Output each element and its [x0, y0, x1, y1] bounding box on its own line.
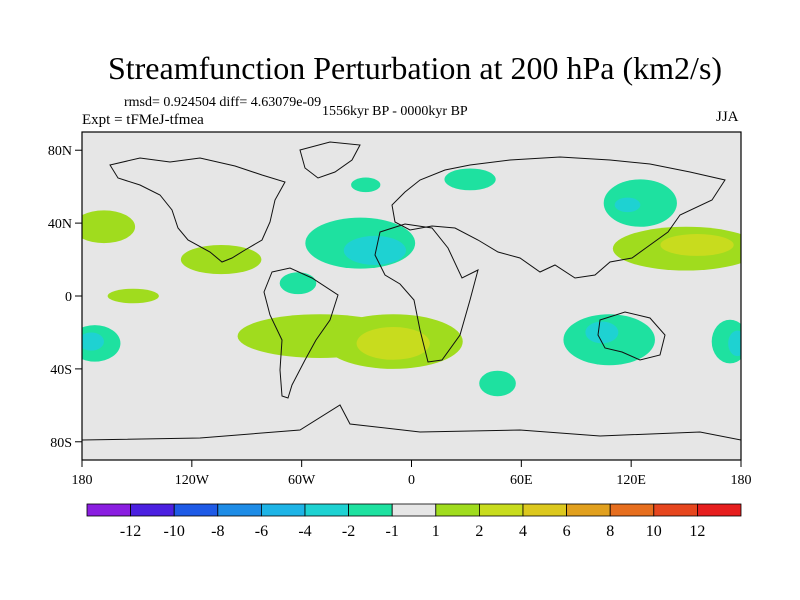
season-label: JJA: [716, 109, 739, 125]
colorbar-swatch-9: [478, 503, 524, 517]
anomaly-north-atlantic-low-core: [343, 235, 407, 266]
anomaly-nordic-low: [351, 177, 381, 193]
y-tick-label-2: 0: [65, 290, 72, 305]
coastline-north-america: [109, 157, 286, 263]
anomaly-south-pacific-low-core: [82, 332, 104, 351]
experiment-label: Expt = tFMeJ-tfmea: [82, 112, 204, 128]
anomaly-east-pacific-high: [180, 244, 262, 275]
x-tick-label-6: 180: [731, 473, 752, 488]
colorbar-swatch-6: [348, 503, 393, 517]
anomaly-barents-low: [444, 168, 496, 191]
colorbar-label-6: -1: [386, 523, 399, 540]
colorbar-label-13: 12: [689, 523, 705, 540]
colorbar-swatch-0: [86, 503, 131, 517]
colorbar-label-4: -4: [298, 523, 311, 540]
colorbar-label-9: 4: [519, 523, 527, 540]
x-tick-label-3: 0: [408, 473, 415, 488]
colorbar-label-7: 1: [432, 523, 440, 540]
y-tick-label-3: 40S: [50, 363, 72, 378]
x-tick-label-4: 60E: [510, 473, 533, 488]
anomaly-indian-ocean-low: [479, 370, 516, 397]
colorbar-swatch-11: [566, 503, 611, 517]
anomaly-tasman-low-core: [728, 330, 741, 357]
colorbar-swatch-3: [217, 503, 262, 517]
anomaly-australia-low-core: [585, 321, 619, 344]
y-tick-label-0: 80N: [48, 144, 72, 159]
colorbar-label-12: 10: [646, 523, 662, 540]
coastline-eurasia: [391, 156, 726, 279]
anomaly-siberian-low-core: [614, 197, 641, 213]
colorbar-swatch-14: [697, 503, 742, 517]
colorbar-swatch-4: [260, 503, 306, 517]
coastline-australia: [597, 311, 666, 361]
colorbar-swatch-13: [653, 503, 698, 517]
colorbar-swatch-2: [173, 503, 219, 517]
colorbar-label-3: -6: [255, 523, 268, 540]
y-tick-label-4: 80S: [50, 436, 72, 451]
colorbar-swatch-5: [304, 503, 349, 517]
colorbar-swatch-1: [130, 503, 175, 517]
time-range-text: 1556kyr BP - 0000kyr BP: [322, 104, 468, 119]
coastline-africa: [374, 223, 479, 363]
colorbar-swatch-10: [522, 503, 567, 517]
anomaly-south-atlantic-high-core: [356, 326, 430, 360]
x-tick-label-5: 120E: [616, 473, 646, 488]
colorbar-label-11: 8: [606, 523, 614, 540]
colorbar-label-0: -12: [120, 523, 141, 540]
chart-title: Streamfunction Perturbation at 200 hPa (…: [107, 50, 723, 86]
x-tick-label-2: 60W: [288, 473, 316, 488]
colorbar-swatch-12: [609, 503, 655, 517]
anomaly-caribbean-low: [279, 272, 317, 295]
anomaly-tropical-pacific-high: [107, 288, 159, 304]
x-tick-label-1: 120W: [175, 473, 210, 488]
colorbar-swatch-7: [391, 503, 437, 517]
anomaly-japan-high-core: [660, 234, 734, 256]
x-tick-label-0: 180: [72, 473, 93, 488]
colorbar-label-2: -8: [211, 523, 224, 540]
anomaly-siberian-low: [603, 179, 677, 227]
anomaly-north-pacific-high-west: [82, 210, 136, 244]
colorbar-label-5: -2: [342, 523, 355, 540]
coastline-antarctica: [82, 404, 741, 441]
colorbar-label-10: 6: [563, 523, 571, 540]
colorbar-label-8: 2: [475, 523, 483, 540]
y-tick-label-1: 40N: [48, 217, 72, 232]
colorbar-label-1: -10: [164, 523, 185, 540]
coastline-greenland: [299, 141, 361, 179]
colorbar-swatch-8: [435, 503, 480, 517]
stats-text: rmsd= 0.924504 diff= 4.63079e-09: [124, 95, 322, 110]
coastline-south-america: [263, 267, 339, 399]
